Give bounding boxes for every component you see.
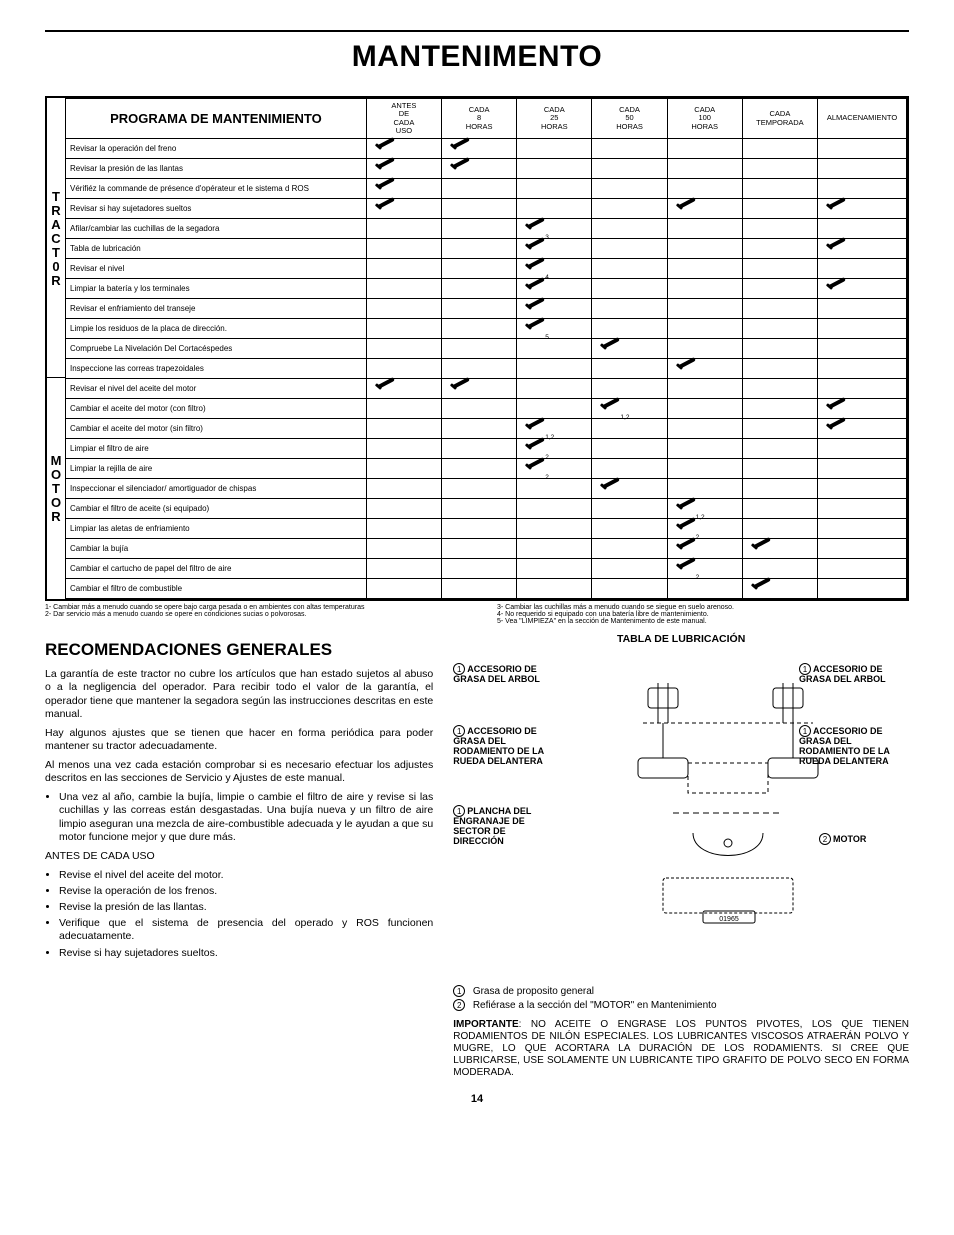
check-icon [749,581,771,594]
ul-1: Revise el nivel del aceite del motor. [59,869,433,882]
task-row: Cambiar el aceite del motor (sin filtro) [66,419,367,439]
check-icon [523,221,545,234]
ul-4: Verifique que el sistema de presencia de… [59,917,433,943]
check-icon [523,461,545,474]
task-row: Afilar/cambiar las cuchillas de la segad… [66,219,367,239]
label-front-bearing-right: 1ACCESORIO DE GRASA DEL RODAMIENTO DE LA… [799,725,909,767]
check-icon [523,421,545,434]
task-row: Revisar el enfriamiento del transeje [66,299,367,319]
footnote-4: 4- No requerido si equipado con una bate… [497,611,909,618]
right-column: TABLA DE LUBRICACIÓN [453,633,909,1079]
check-icon [448,141,470,154]
task-row: Limpiar las aletas de enfriamiento [66,519,367,539]
ul-5: Revise si hay sujetadores sueltos. [59,947,433,960]
footnote-3: 3- Cambiar las cuchillas más a menudo cu… [497,604,909,611]
tractor-outline-icon: 01965 [603,663,853,943]
check-icon [598,401,620,414]
check-icon [598,481,620,494]
footnote-1: 1- Cambiar más a menudo cuando se opere … [45,604,457,611]
check-icon [373,181,395,194]
task-row: Revisar la operación del freno [66,139,367,159]
label-grease-tree-right: 1ACCESORIO DE GRASA DEL ARBOL [799,663,909,685]
task-row: Compruebe La Nivelación Del Cortacéspede… [66,339,367,359]
task-row: Vérifiéz la commande de présence d'opéra… [66,179,367,199]
check-icon [448,381,470,394]
label-motor: 2MOTOR [819,833,909,845]
page-title: MANTENIMENTO [45,40,909,74]
task-row: Cambiar el filtro de combustible [66,579,367,599]
label-steering-plate: 1PLANCHA DEL ENGRANAJE DE SECTOR DE DIRE… [453,805,553,847]
side-motor: MOTOR [47,378,65,598]
check-icon [674,541,696,554]
task-row: Inspeccionar el silenciador/ amortiguado… [66,479,367,499]
check-icon [523,281,545,294]
task-row: Cambiar el filtro de aceite (si equipado… [66,499,367,519]
check-icon [523,261,545,274]
check-icon [824,281,846,294]
task-row: Cambiar el cartucho de papel del filtro … [66,559,367,579]
top-rule [45,30,909,32]
footnote-5: 5- Vea "LIMPIEZA" en la sección de Mante… [497,618,909,625]
check-icon [523,241,545,254]
label-grease-tree-left: 1ACCESORIO DE GRASA DEL ARBOL [453,663,563,685]
check-icon [523,441,545,454]
check-icon [373,161,395,174]
task-row: Revisar la presión de las llantas [66,159,367,179]
check-icon [749,541,771,554]
section-heading: RECOMENDACIONES GENERALES [45,639,433,660]
ul-2: Revise la operación de los frenos. [59,885,433,898]
check-icon [523,321,545,334]
task-row: Cambiar la bujía [66,539,367,559]
legend-2: 2 Refiérase a la sección del "MOTOR" en … [453,999,909,1011]
task-row: Revisar el nivel [66,259,367,279]
check-icon [674,561,696,574]
check-icon [824,401,846,414]
task-row: Revisar el nivel del aceite del motor [66,379,367,399]
para-1: La garantía de este tractor no cubre los… [45,668,433,721]
task-row: Inspeccione las correas trapezoidales [66,359,367,379]
label-front-bearing-left: 1ACCESORIO DE GRASA DEL RODAMIENTO DE LA… [453,725,563,767]
check-icon [674,501,696,514]
footnote-2: 2- Dar servicio más a menudo cuando se o… [45,611,457,618]
para-3: Al menos una vez cada estación comprobar… [45,759,433,785]
task-row: Revisar si hay sujetadores sueltos [66,199,367,219]
task-row: Limpie los residuos de la placa de direc… [66,319,367,339]
check-icon [373,201,395,214]
check-icon [674,521,696,534]
para-2: Hay algunos ajustes que se tienen que ha… [45,727,433,753]
page-number: 14 [45,1093,909,1105]
check-icon [448,161,470,174]
task-row: Cambiar el aceite del motor (con filtro) [66,399,367,419]
task-row: Tabla de lubricación [66,239,367,259]
task-row: Limpiar la batería y los terminales [66,279,367,299]
lube-chart-title: TABLA DE LUBRICACIÓN [453,633,909,645]
svg-text:01965: 01965 [720,916,740,923]
check-icon [373,141,395,154]
maintenance-table: TRACT0RMOTORPROGRAMA DE MANTENIMIENTOANT… [45,96,909,601]
check-icon [523,301,545,314]
task-row: Limpiar el filtro de aire [66,439,367,459]
ul-3: Revise la presión de las llantas. [59,901,433,914]
check-icon [598,341,620,354]
check-icon [824,421,846,434]
left-column: RECOMENDACIONES GENERALES La garantía de… [45,633,433,1079]
check-icon [824,241,846,254]
check-icon [674,201,696,214]
task-row: Limpiar la rejilla de aire [66,459,367,479]
important-note: IMPORTANTE: NO ACEITE O ENGRASE LOS PUNT… [453,1019,909,1079]
check-icon [674,361,696,374]
subhead-antes: ANTES DE CADA USO [45,850,433,863]
legend-1: 1 Grasa de proposito general [453,985,909,997]
footnotes: 1- Cambiar más a menudo cuando se opere … [45,604,909,625]
bullet-yearly: Una vez al año, cambie la bujía, limpie … [59,791,433,844]
check-icon [824,201,846,214]
lube-diagram: 01965 1ACCESORIO DE GRASA DEL ARBOL 1ACC… [453,653,909,983]
check-icon [373,381,395,394]
side-tractor: TRACT0R [47,98,65,378]
